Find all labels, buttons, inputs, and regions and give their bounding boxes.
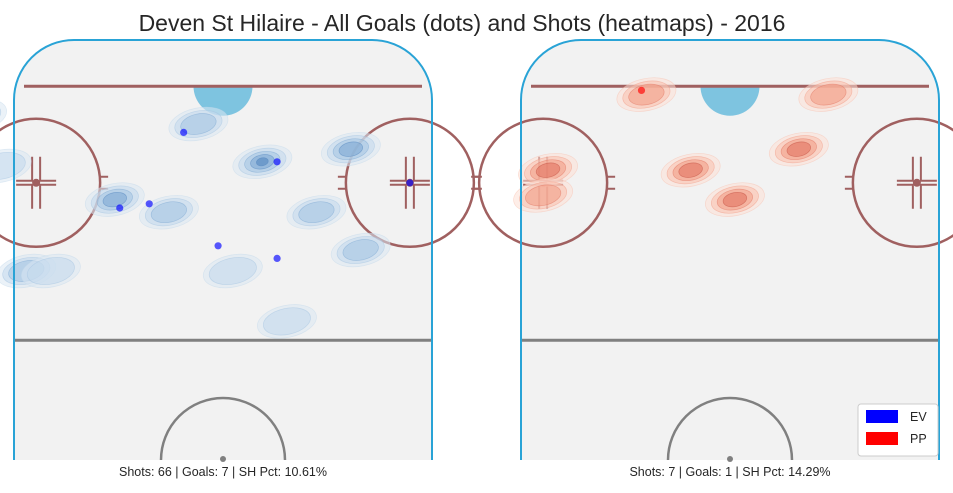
faceoff-ring [477, 117, 609, 249]
goal-crease [700, 86, 760, 116]
shot-density-contour [256, 157, 269, 167]
legend: EV PP [857, 403, 939, 457]
chart-title: Deven St Hilaire - All Goals (dots) and … [139, 10, 786, 36]
shot-density-contour [150, 201, 187, 224]
shot-density-contour [810, 83, 847, 106]
center-circle [666, 396, 794, 461]
goal-dot [180, 128, 188, 136]
rink-surface [521, 40, 939, 460]
shot-density-contour [338, 141, 364, 157]
goal-dot [273, 158, 281, 166]
faceoff-dot [912, 178, 921, 187]
shot-density-contour [262, 307, 311, 336]
pp-stats-caption: Shots: 7 | Goals: 1 | SH Pct: 14.29% [629, 465, 830, 479]
goal-dot [406, 179, 414, 187]
legend-label-ev: EV [910, 410, 927, 424]
goal-dot [273, 254, 281, 262]
legend-swatch-ev [866, 410, 898, 423]
faceoff-circle-left [0, 117, 109, 249]
faceoff-ring [851, 117, 953, 249]
goal-dot [116, 204, 124, 212]
faceoff-side-ticks [471, 175, 616, 190]
shot-density-contour [722, 191, 748, 208]
goal-dot [145, 200, 153, 208]
faceoff-hash-marks [896, 156, 937, 209]
ev-stats-caption: Shots: 66 | Goals: 7 | SH Pct: 10.61% [119, 465, 327, 479]
legend-swatch-pp [866, 432, 898, 445]
shot-density-contour [208, 256, 257, 286]
faceoff-ring [344, 117, 476, 249]
shot-density-contour [298, 201, 335, 224]
faceoff-hash-marks [16, 156, 57, 209]
faceoff-ring [0, 117, 102, 249]
shot-density-contour [342, 239, 379, 261]
shot-density-contour [678, 162, 703, 178]
center-circle [159, 396, 287, 461]
shot-density-contour [525, 184, 562, 207]
legend-label-pp: PP [910, 432, 927, 446]
shot-density-contour [180, 113, 217, 135]
shot-density-contour [0, 98, 8, 133]
goal-dot [637, 86, 646, 94]
faceoff-dot [32, 178, 41, 187]
shot-heatmap [513, 77, 859, 217]
faceoff-circle-right [844, 117, 953, 249]
shot-density-contour [0, 101, 2, 130]
faceoff-side-ticks [844, 175, 853, 190]
goal-dot [214, 242, 222, 250]
shot-density-contour [535, 162, 561, 178]
faceoff-side-ticks [337, 175, 482, 190]
center-dot [220, 456, 226, 462]
shot-density-contour [26, 256, 75, 286]
shot-density-contour [102, 191, 127, 208]
boards [13, 39, 433, 460]
shot-density-contour [786, 141, 812, 157]
boards [520, 39, 940, 460]
rink-panel-pp [471, 39, 953, 462]
shot-density-contour [628, 83, 665, 106]
rink-panel-ev [0, 39, 482, 462]
faceoff-hash-marks [389, 156, 430, 209]
center-dot [727, 456, 733, 462]
